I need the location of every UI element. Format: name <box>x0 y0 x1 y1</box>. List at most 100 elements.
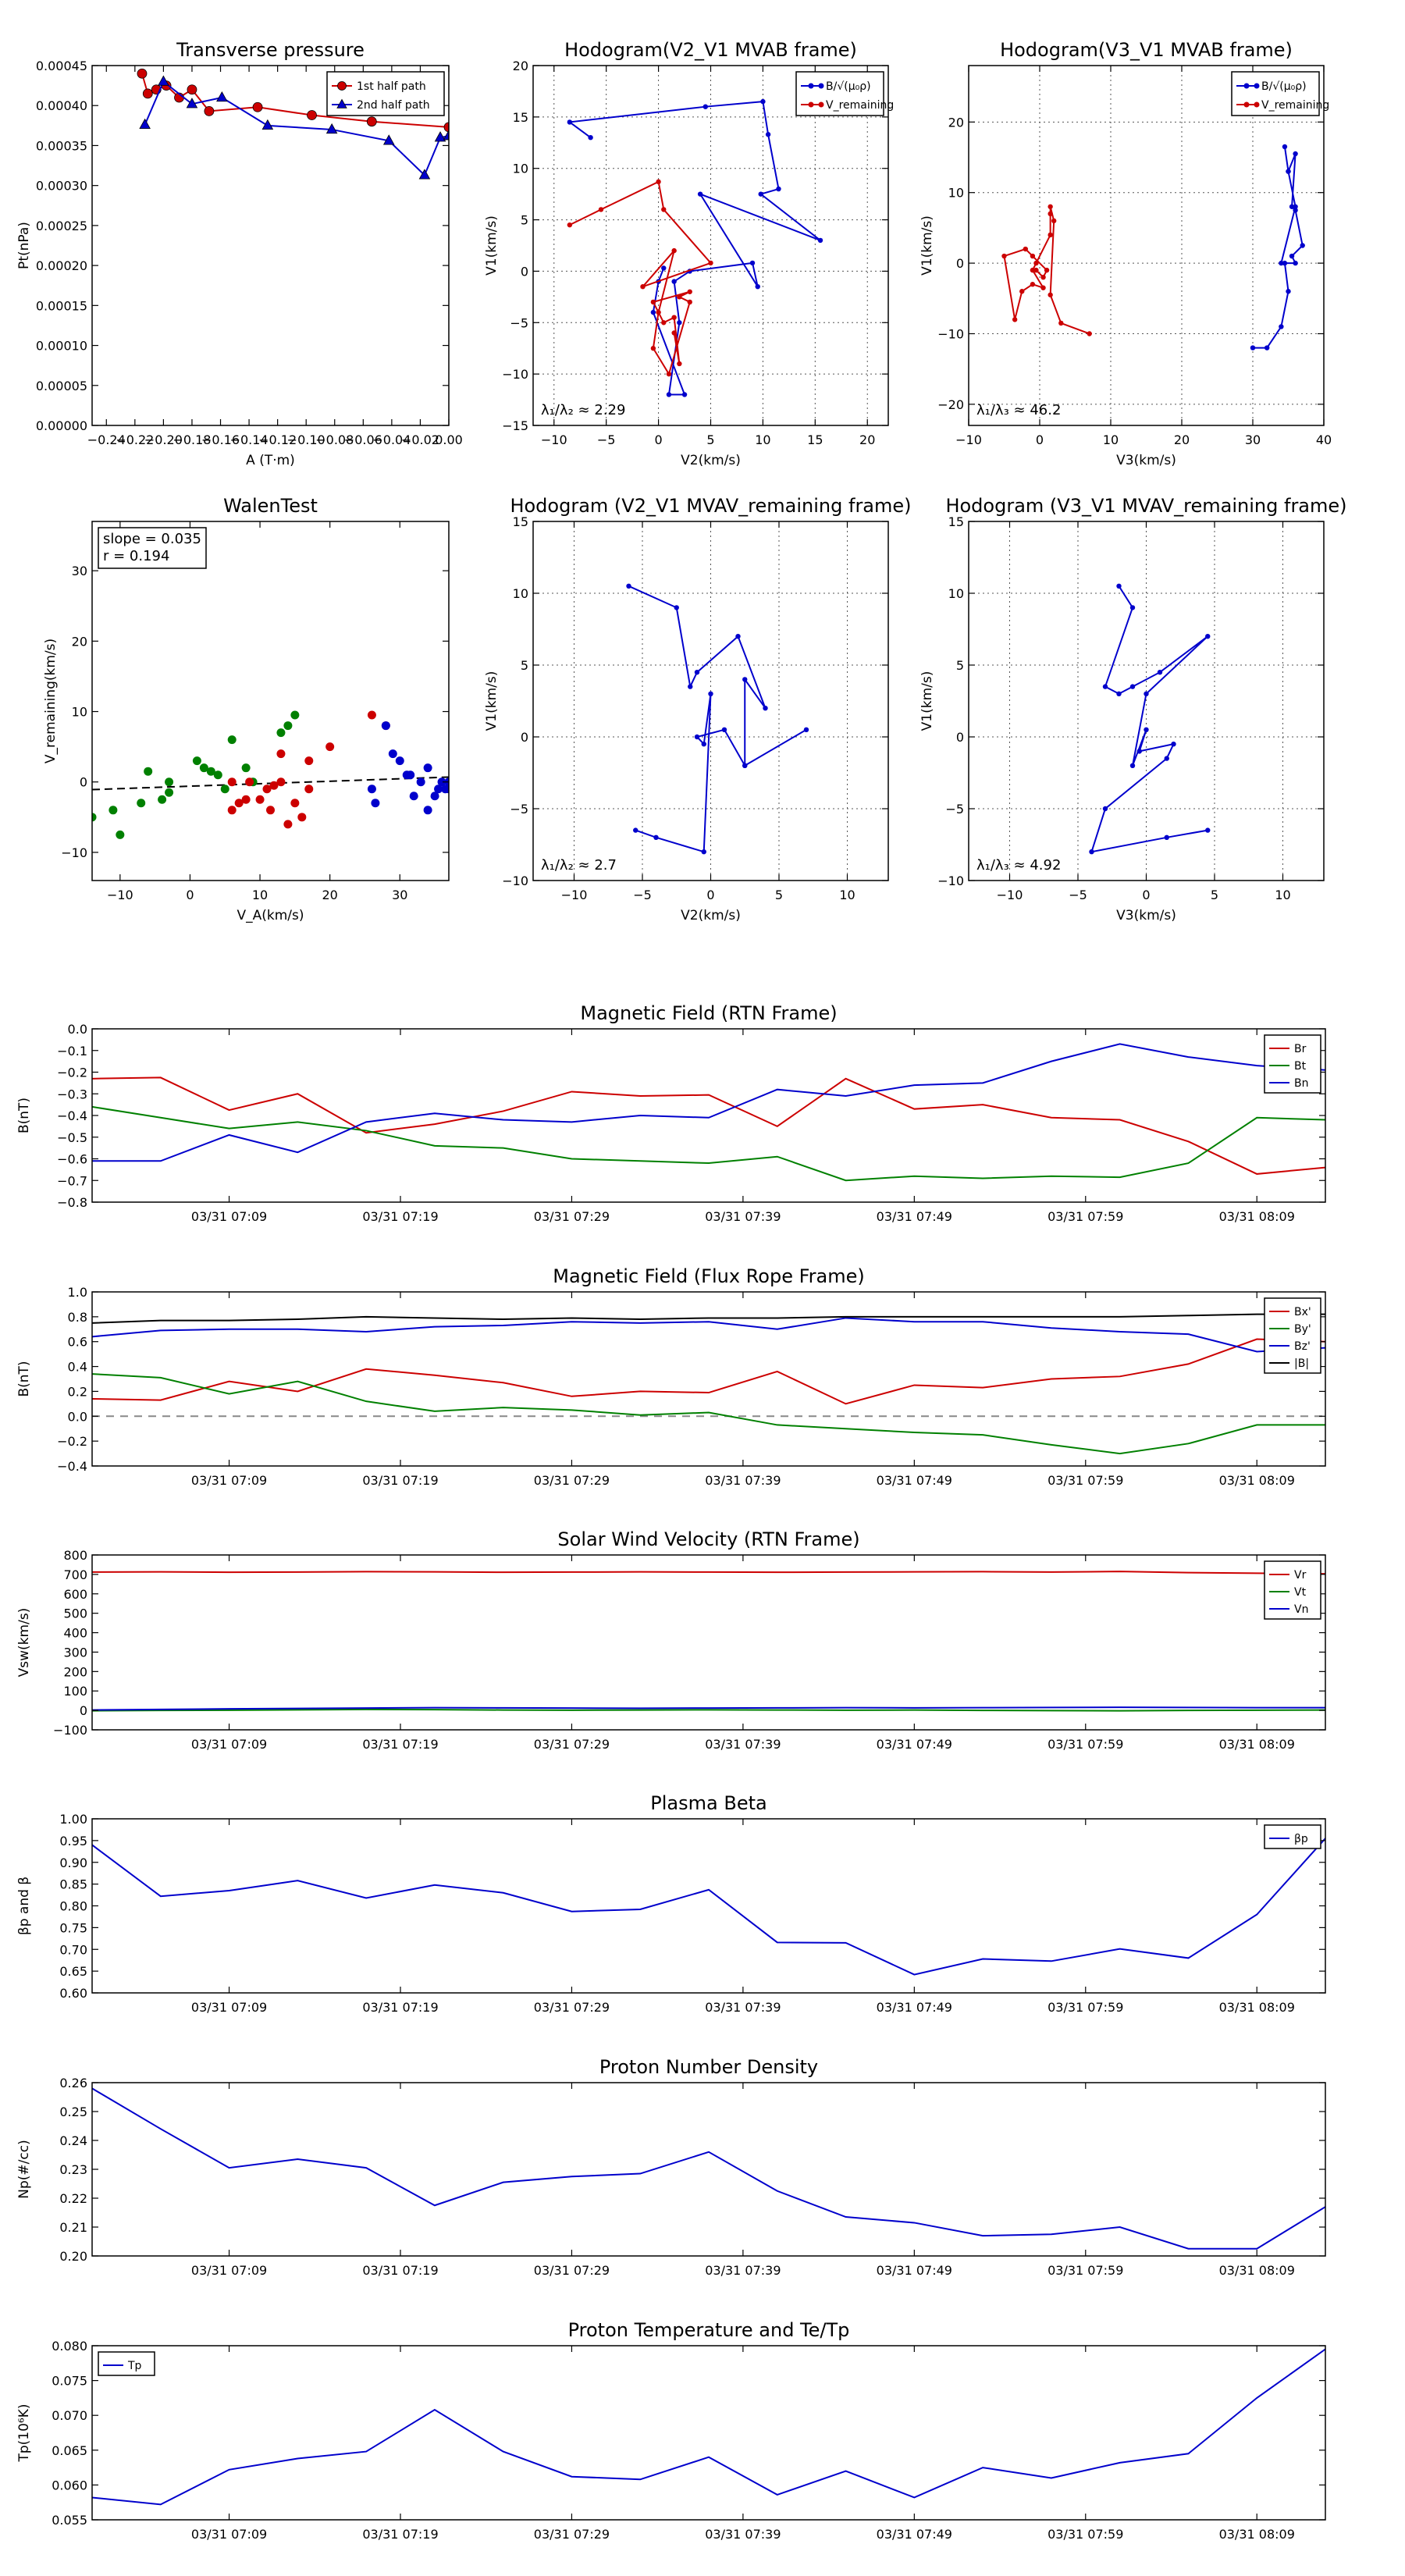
y-tick-label: 0.00045 <box>36 59 87 73</box>
data-point <box>1289 253 1295 259</box>
data-point <box>656 179 661 185</box>
x-axis-label: V_A(km/s) <box>237 908 304 923</box>
data-point <box>817 237 823 244</box>
x-tick-label: 10 <box>252 888 268 902</box>
plot-area <box>92 1571 1325 1712</box>
y-tick-label: −5 <box>510 802 528 817</box>
y-tick-label: 0.8 <box>68 1310 87 1325</box>
data-point <box>216 91 228 102</box>
y-tick-label: 0.26 <box>59 2076 87 2090</box>
data-point <box>671 279 677 284</box>
y-tick-label: 0.0 <box>68 1022 87 1037</box>
data-point <box>1282 260 1288 266</box>
data-point <box>1051 218 1057 224</box>
y-tick-label: 10 <box>513 586 528 601</box>
series-by--line <box>92 1373 1325 1455</box>
x-tick-label: 30 <box>1245 432 1261 447</box>
y-tick-label: 300 <box>63 1645 87 1660</box>
x-tick-label: −0.18 <box>173 432 211 447</box>
x-tick-label: −0.10 <box>287 432 325 447</box>
y-tick-label: 0.00035 <box>36 138 87 153</box>
data-point <box>742 677 748 682</box>
x-tick-label: 0 <box>654 432 662 447</box>
legend-label: B/√(μ₀ρ) <box>1261 80 1307 93</box>
y-tick-label: 0.80 <box>59 1899 87 1914</box>
x-tick-label: 03/31 07:49 <box>877 2527 952 2542</box>
data-point <box>1205 827 1211 833</box>
x-tick-label: 03/31 07:39 <box>705 1737 781 1752</box>
y-tick-label: 20 <box>948 115 964 130</box>
data-point <box>158 75 169 86</box>
legend: B/√(μ₀ρ) V_remaining <box>1231 71 1329 116</box>
y-tick-label: −0.4 <box>57 1459 87 1474</box>
data-point <box>1030 282 1036 287</box>
y-tick-label: −10 <box>61 845 87 860</box>
legend-label: V_remaining <box>826 99 894 112</box>
chart-title: Magnetic Field (RTN Frame) <box>580 1002 837 1024</box>
data-point <box>721 727 727 732</box>
y-tick-label: −0.2 <box>57 1066 87 1080</box>
chart-h1: Hodogram(V2_V1 MVAB frame) −10 −5 0 5 10 15 20 −… <box>484 39 894 468</box>
data-point <box>366 116 377 127</box>
legend-label: B/√(μ₀ρ) <box>826 80 871 93</box>
data-point <box>1279 324 1284 329</box>
chart-title: Plasma Beta <box>650 1792 767 1814</box>
y-tick-label: 10 <box>513 162 528 176</box>
x-tick-label: 20 <box>322 888 337 902</box>
data-point <box>776 186 781 192</box>
data-point <box>213 770 222 780</box>
y-tick-label: 0.055 <box>52 2513 87 2528</box>
data-point <box>139 118 151 130</box>
axes-frame <box>968 65 1325 426</box>
legend-marker <box>337 81 347 91</box>
y-axis-label: B(nT) <box>16 1361 32 1397</box>
x-axis-label: V3(km/s) <box>1116 453 1176 468</box>
plot-area <box>92 710 449 839</box>
data-point <box>688 684 693 689</box>
y-tick-label: 0.00030 <box>36 179 87 194</box>
y-tick-label: 10 <box>948 186 964 201</box>
y-tick-label: 0.22 <box>59 2191 87 2206</box>
x-tick-label: 03/31 08:09 <box>1219 1209 1295 1224</box>
y-tick-label: 0 <box>80 775 87 790</box>
data-point <box>656 309 661 315</box>
x-tick-label: 03/31 07:49 <box>877 1209 952 1224</box>
y-tick-label: 0.00010 <box>36 339 87 354</box>
x-tick-label: 03/31 07:19 <box>362 2263 438 2278</box>
data-point <box>803 727 809 732</box>
data-point <box>367 710 376 720</box>
x-axis-label: V2(km/s) <box>681 453 741 468</box>
x-tick-label: 03/31 07:19 <box>362 1209 438 1224</box>
data-point <box>252 101 263 112</box>
chart-h2: Hodogram(V3_V1 MVAB frame) −10 0 10 20 30 40 −2… <box>919 39 1332 468</box>
data-point <box>262 785 272 794</box>
x-tick-label: 5 <box>1211 888 1218 902</box>
legend: Bx' By' Bz' |B| <box>1264 1297 1321 1374</box>
y-tick-label: −15 <box>502 418 528 433</box>
x-tick-label: 03/31 07:49 <box>877 2263 952 2278</box>
legend-label: Bt <box>1294 1060 1307 1073</box>
legend-box <box>1231 71 1320 116</box>
data-point <box>276 749 286 759</box>
legend: Tp <box>98 2351 155 2376</box>
chart-title: Hodogram (V3_V1 MVAV_remaining frame) <box>945 495 1346 517</box>
data-point <box>671 330 677 336</box>
data-point <box>1293 208 1298 213</box>
x-tick-label: 03/31 07:59 <box>1048 1209 1123 1224</box>
chart-title: Hodogram(V3_V1 MVAB frame) <box>1000 39 1293 61</box>
data-point <box>661 207 667 212</box>
x-tick-label: 03/31 07:29 <box>534 1209 610 1224</box>
x-tick-label: 0 <box>1036 432 1044 447</box>
y-tick-label: 0.2 <box>68 1384 87 1399</box>
axes-frame <box>91 1028 1326 1203</box>
y-tick-label: 0.0 <box>68 1409 87 1424</box>
data-point <box>199 763 208 773</box>
data-point <box>1030 253 1036 259</box>
data-point <box>266 806 275 815</box>
data-point <box>382 134 395 145</box>
y-tick-label: 5 <box>956 658 964 673</box>
chart-h3: Hodogram (V2_V1 MVAV_remaining frame) −10… <box>484 495 912 923</box>
axes-frame <box>91 1291 1326 1467</box>
y-tick-label: −0.2 <box>57 1434 87 1449</box>
data-point <box>666 392 672 397</box>
